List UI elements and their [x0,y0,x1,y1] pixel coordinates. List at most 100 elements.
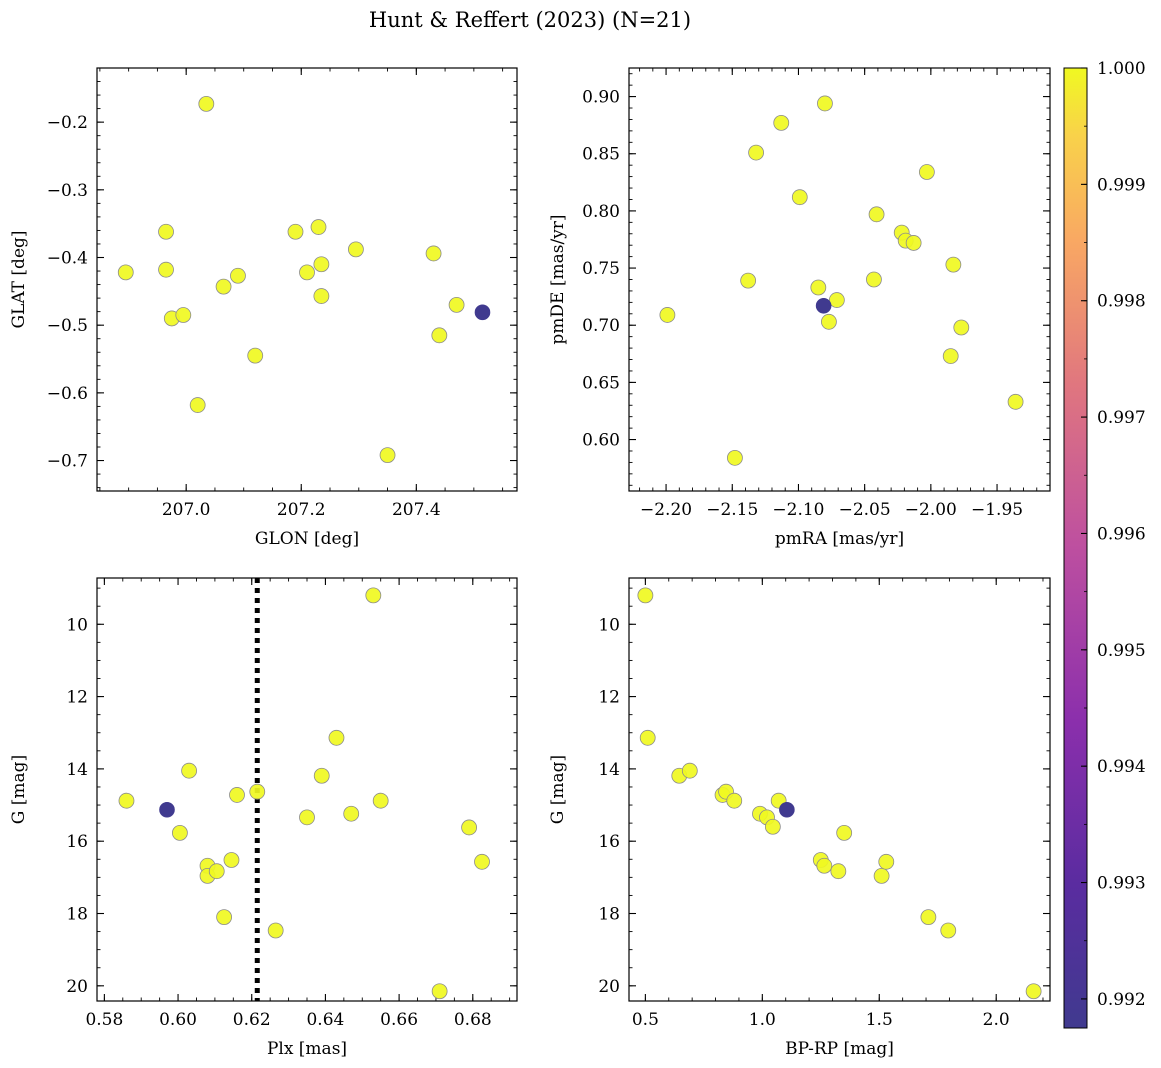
x-tick-label: −2.05 [839,500,891,520]
x-tick-label: 0.58 [85,1010,123,1030]
data-point [740,272,757,289]
x-tick-label: 1.0 [749,1010,776,1030]
y-tick-label: 10 [598,615,620,635]
data-point [372,792,389,809]
data-point [659,307,676,323]
data-point [343,805,360,822]
colorbar-tick-label: 0.992 [1097,990,1146,1010]
data-point [247,347,264,364]
y-tick-label: 16 [598,832,620,852]
data-point [791,189,808,206]
colorbar-tick-label: 1.000 [1097,59,1146,79]
data-point [118,792,135,809]
data-point [299,809,315,826]
data-point [942,348,959,364]
data-point [836,824,853,841]
data-point [431,983,448,1000]
data-point [425,245,442,262]
data-point [637,587,654,604]
panel-glon-glat: 207.0 207.2 207.4 −0.7 −0.6 −0.5 −0.4 −0.3 −0.2 G… [9,67,518,549]
data-point [918,164,935,180]
x-tick-label: 207.2 [277,500,326,520]
plot-frame [96,577,518,1002]
y-tick-label: 10 [66,615,88,635]
y-tick-label: −0.7 [47,452,88,472]
x-axis-label: GLON [deg] [255,529,359,549]
x-tick-label: −2.15 [706,500,758,520]
figure-title: Hunt & Reffert (2023) (N=21) [369,8,691,32]
plot-frame [628,577,1051,1002]
x-tick-label: 0.64 [306,1010,344,1030]
data-point [474,853,490,870]
y-axis-label: pmDE [mas/yr] [548,214,568,344]
data-point [223,852,240,868]
y-tick-label: −0.3 [47,181,88,201]
panel-plx-g: 0.58 0.60 0.62 0.64 0.66 0.68 10 12 14 16 18 20 Plx … [9,577,518,1059]
x-tick-label: −1.95 [971,500,1023,520]
x-tick-label: 0.62 [233,1010,271,1030]
data-point [208,863,225,880]
y-axis-label: G [mag] [548,755,568,824]
data-point [773,114,790,131]
data-point [310,219,327,235]
x-tick-label: −2.00 [905,500,957,520]
colorbar-tick-label: 0.995 [1097,641,1146,661]
data-point [431,327,448,344]
data-point [171,824,188,841]
data-point [474,304,491,321]
data-point [748,144,764,161]
panel-bprp-g: 0.5 1.0 1.5 2.0 10 12 14 16 18 20 BP-RP [mag] G [ma… [548,577,1051,1059]
x-axis-label: pmRA [mas/yr] [775,529,904,549]
y-axis-label: G [mag] [9,755,29,824]
data-point [681,762,698,779]
colorbar-gradient [1063,67,1088,1029]
data-point [299,264,315,281]
x-tick-label: 2.0 [983,1010,1010,1030]
data-point [878,853,895,870]
data-point [229,787,245,803]
y-tick-label: 14 [598,760,620,780]
data-point [175,307,192,323]
panel-pmra-pmde: −2.20 −2.15 −2.10 −2.05 −2.00 −1.95 0.60 0.65 0.… [548,67,1051,549]
data-point [287,223,304,240]
data-point [379,447,396,464]
colorbar-tick-label: 0.998 [1097,292,1146,312]
data-point [189,397,206,413]
y-tick-label: −0.5 [47,316,88,336]
colorbar: 0.992 0.993 0.994 0.995 0.996 0.997 0.998 0.999… [1063,59,1146,1029]
data-point [365,587,382,604]
y-tick-label: 20 [66,977,88,997]
y-tick-label: 18 [66,905,88,925]
y-tick-label: 0.90 [582,88,620,108]
data-point [267,922,284,939]
x-tick-label: 0.66 [380,1010,418,1030]
data-point [868,206,885,223]
x-tick-label: 207.0 [162,500,211,520]
data-point [448,296,465,313]
data-point [821,313,837,330]
data-point [816,857,833,874]
data-point [779,801,795,818]
data-point [117,264,134,281]
y-tick-label: −0.6 [47,384,88,404]
data-point [866,271,882,288]
y-axis-label: GLAT [deg] [9,230,29,328]
y-tick-label: 12 [66,688,88,708]
data-point [461,819,478,836]
data-point [348,241,364,258]
data-point [159,801,175,818]
data-point [313,288,330,304]
y-tick-label: 0.80 [582,202,620,222]
x-tick-label: 1.5 [866,1010,893,1030]
y-tick-label: −0.4 [47,249,88,269]
data-point [873,868,890,884]
data-point [328,729,345,746]
data-point [815,297,832,314]
y-tick-label: 0.65 [582,373,620,393]
data-point [830,863,847,880]
data-point [828,292,845,308]
data-point [727,449,743,466]
data-point [198,95,215,112]
data-point [810,279,827,296]
